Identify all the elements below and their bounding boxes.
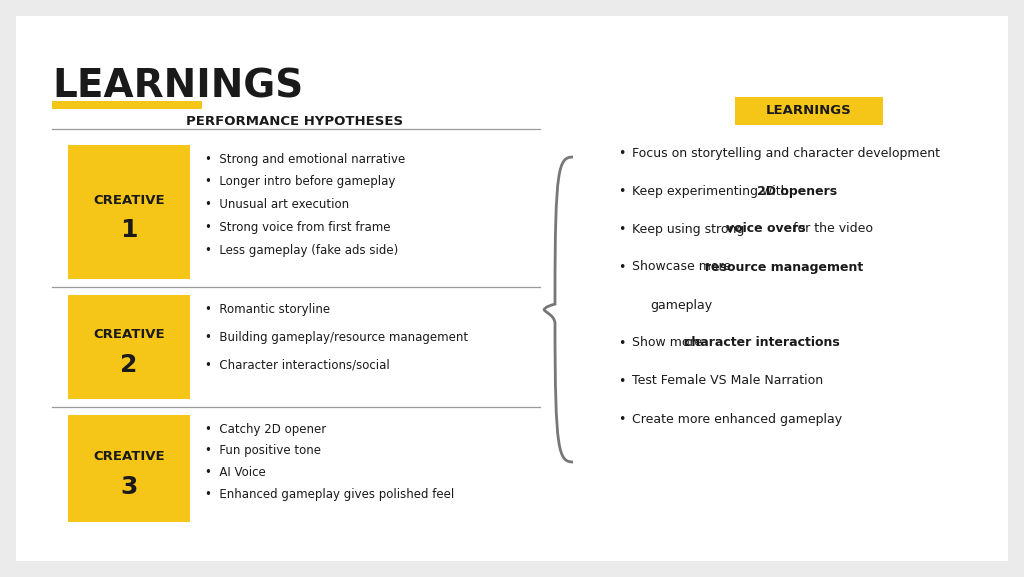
Text: •: • xyxy=(618,374,626,388)
Text: CREATIVE: CREATIVE xyxy=(93,193,165,207)
Text: 2D openers: 2D openers xyxy=(757,185,837,197)
Text: •  Character interactions/social: • Character interactions/social xyxy=(205,358,390,372)
Text: •: • xyxy=(618,223,626,235)
Text: Test Female VS Male Narration: Test Female VS Male Narration xyxy=(632,374,823,388)
Text: •  Fun positive tone: • Fun positive tone xyxy=(205,444,321,457)
Text: 3: 3 xyxy=(120,474,137,499)
Text: CREATIVE: CREATIVE xyxy=(93,328,165,342)
Bar xyxy=(68,295,190,399)
Text: resource management: resource management xyxy=(705,260,863,273)
Text: Showcase more: Showcase more xyxy=(632,260,735,273)
Text: voice overs: voice overs xyxy=(726,223,805,235)
Bar xyxy=(68,145,190,279)
Text: •  Unusual art execution: • Unusual art execution xyxy=(205,198,349,211)
Text: •: • xyxy=(618,413,626,425)
Text: •  Longer intro before gameplay: • Longer intro before gameplay xyxy=(205,175,395,188)
Bar xyxy=(68,415,190,522)
Text: character interactions: character interactions xyxy=(684,336,840,350)
Text: Show more: Show more xyxy=(632,336,707,350)
Text: •  Strong voice from first frame: • Strong voice from first frame xyxy=(205,221,390,234)
Bar xyxy=(52,101,202,109)
Text: Create more enhanced gameplay: Create more enhanced gameplay xyxy=(632,413,842,425)
Text: LEARNINGS: LEARNINGS xyxy=(52,67,303,105)
Text: gameplay: gameplay xyxy=(650,298,712,312)
Text: 1: 1 xyxy=(120,218,138,242)
Text: •  AI Voice: • AI Voice xyxy=(205,466,266,479)
Text: •: • xyxy=(618,260,626,273)
Text: Keep experimenting with: Keep experimenting with xyxy=(632,185,793,197)
Text: 2: 2 xyxy=(120,353,137,377)
Text: for the video: for the video xyxy=(790,223,873,235)
Text: •  Romantic storyline: • Romantic storyline xyxy=(205,302,330,316)
Text: •: • xyxy=(618,185,626,197)
Text: LEARNINGS: LEARNINGS xyxy=(766,104,852,118)
Text: Focus on storytelling and character development: Focus on storytelling and character deve… xyxy=(632,147,940,159)
Text: •  Enhanced gameplay gives polished feel: • Enhanced gameplay gives polished feel xyxy=(205,488,455,501)
Text: •  Catchy 2D opener: • Catchy 2D opener xyxy=(205,422,327,436)
Bar xyxy=(735,97,883,125)
Text: •  Less gameplay (fake ads side): • Less gameplay (fake ads side) xyxy=(205,243,398,257)
Text: •: • xyxy=(618,336,626,350)
Text: Keep using strong: Keep using strong xyxy=(632,223,749,235)
Text: •  Strong and emotional narrative: • Strong and emotional narrative xyxy=(205,152,406,166)
Text: •  Building gameplay/resource management: • Building gameplay/resource management xyxy=(205,331,468,343)
Text: •: • xyxy=(618,147,626,159)
Text: CREATIVE: CREATIVE xyxy=(93,450,165,463)
Text: PERFORMANCE HYPOTHESES: PERFORMANCE HYPOTHESES xyxy=(186,115,403,128)
